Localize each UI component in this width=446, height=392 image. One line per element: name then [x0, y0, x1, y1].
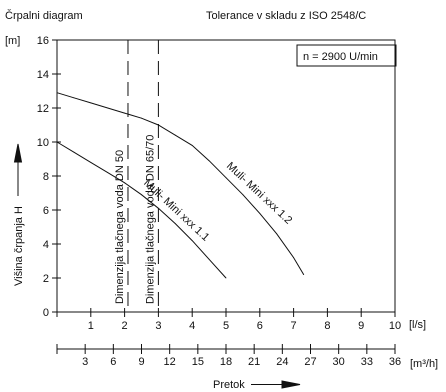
x2-tick-label: 6	[110, 356, 116, 368]
y-unit: [m]	[5, 35, 20, 47]
series-label: Muli- Mini xxx 1.2	[224, 160, 294, 227]
series-point	[225, 177, 227, 179]
series-point	[191, 240, 193, 242]
series-point	[259, 213, 261, 214]
series-point	[73, 97, 75, 99]
x-tick-label: 1	[88, 320, 94, 332]
series-point	[303, 274, 305, 275]
y-tick-label: 10	[37, 137, 49, 149]
y-tick-label: 8	[43, 171, 49, 183]
x2-unit: [m³/h]	[410, 358, 438, 370]
plot-frame	[56, 39, 396, 313]
x2-tick-label: 18	[220, 356, 232, 368]
y-tick-label: 14	[37, 69, 49, 81]
x-tick-label: 4	[189, 320, 195, 332]
series-point	[293, 257, 294, 258]
x-tick-label: 7	[291, 320, 297, 332]
series-point	[174, 223, 176, 225]
speed-note-box	[296, 44, 397, 67]
x-tick-label: 5	[223, 320, 229, 332]
x2-tick-label: 21	[248, 356, 260, 368]
reference-line-label: Dimenzija tlačnega voda DN 65/70	[144, 135, 156, 304]
x2-tick-label: 12	[164, 356, 176, 368]
series-point	[276, 233, 278, 235]
series-point	[158, 207, 159, 209]
x2-tick-label: 33	[361, 356, 373, 368]
chart-title: Črpalni diagram	[5, 9, 83, 22]
series-point	[73, 151, 75, 153]
series-point	[56, 141, 58, 143]
series-point	[191, 145, 193, 146]
series-line	[56, 92, 305, 275]
series-point	[90, 162, 92, 163]
series-point	[124, 182, 125, 184]
x2-tick-label: 3	[82, 356, 88, 368]
x-tick-label: 10	[389, 320, 401, 332]
series-point	[107, 107, 109, 109]
x2-tick-label: 27	[304, 356, 316, 368]
chart-subtitle: Tolerance v skladu z ISO 2548/C	[206, 10, 366, 22]
series-point	[90, 102, 92, 104]
y-tick-label: 16	[37, 35, 49, 47]
x-axis-arrow-icon	[251, 380, 301, 389]
reference-line-label: Dimenzija tlačnega voda DN 50	[114, 150, 126, 304]
speed-note: n = 2900 U/min	[303, 51, 378, 63]
y-tick-label: 6	[43, 205, 49, 217]
x2-tick-label: 36	[389, 356, 401, 368]
y-axis-arrow-icon	[13, 143, 23, 196]
series-point	[56, 92, 58, 94]
series-point	[124, 112, 125, 114]
series-point	[242, 194, 244, 196]
series-point	[208, 160, 210, 162]
x-tick-label: 2	[122, 320, 128, 332]
y-axis-label: Višina črpanja H	[13, 206, 25, 286]
x-tick-label: 6	[257, 320, 263, 332]
x-unit: [l/s]	[409, 319, 426, 331]
series-point	[208, 258, 210, 260]
series-point	[158, 124, 159, 126]
y-tick-label: 0	[43, 307, 49, 319]
series-point	[174, 134, 176, 136]
series-point	[141, 194, 142, 196]
x-tick-label: 3	[155, 320, 161, 332]
series-line	[56, 141, 227, 279]
y-tick-label: 12	[37, 103, 49, 115]
x2-tick-label: 24	[276, 356, 288, 368]
x-tick-label: 9	[358, 320, 364, 332]
y-tick-label: 4	[43, 239, 49, 251]
series-point	[107, 172, 109, 174]
series-point	[141, 117, 142, 119]
x2-tick-label: 15	[192, 356, 204, 368]
x-tick-label: 8	[324, 320, 330, 332]
y-tick-label: 2	[43, 273, 49, 285]
series-point	[225, 277, 227, 279]
x2-tick-label: 30	[333, 356, 345, 368]
x2-tick-label: 9	[138, 356, 144, 368]
x-axis-label: Pretok	[213, 379, 245, 391]
